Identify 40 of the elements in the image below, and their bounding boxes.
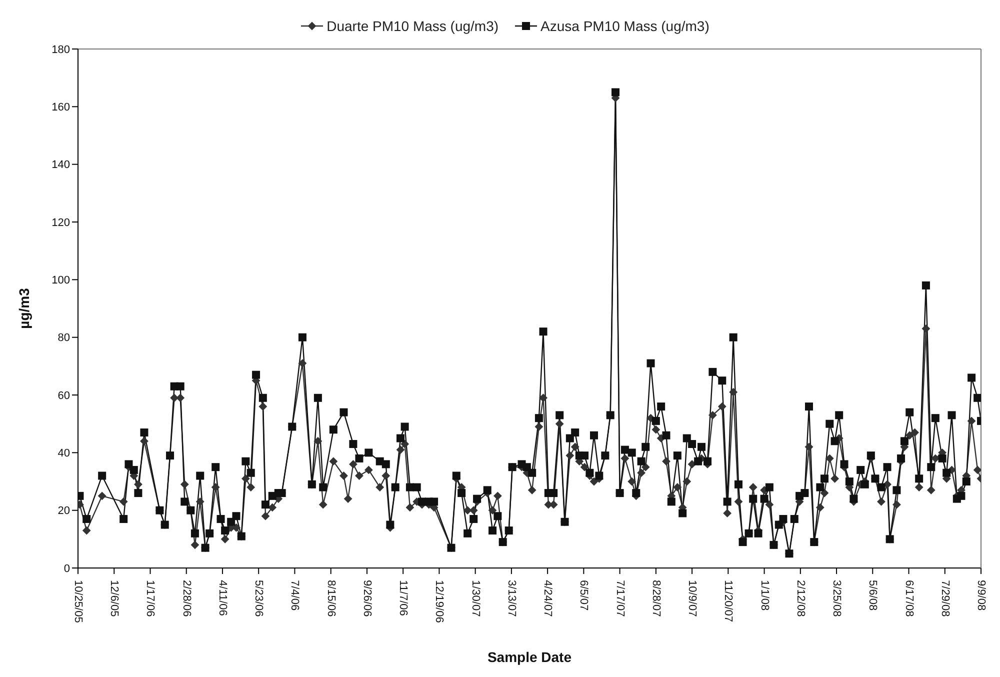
x-tick-label: 11/7/06 xyxy=(397,580,410,616)
x-tick-label: 7/17/07 xyxy=(614,580,626,617)
x-tick-label: 5/6/08 xyxy=(866,580,879,611)
x-tick-label: 8/15/06 xyxy=(324,580,337,617)
x-tick-label: 2/28/06 xyxy=(180,580,192,617)
y-tick-label: 0 xyxy=(64,562,70,575)
x-tick-label: 12/6/05 xyxy=(108,580,120,617)
x-tick-label: 10/9/07 xyxy=(686,580,698,617)
x-tick-label: 1/1/08 xyxy=(758,580,770,611)
x-tick-label: 3/25/08 xyxy=(830,580,843,617)
y-tick-label: 40 xyxy=(58,448,70,460)
x-tick-label: 9/9/08 xyxy=(975,580,987,611)
x-tick-label: 9/26/06 xyxy=(360,580,373,617)
y-tick-label: 120 xyxy=(52,216,70,229)
x-tick-label: 11/20/07 xyxy=(722,580,734,622)
x-tick-label: 3/13/07 xyxy=(505,580,518,617)
x-tick-label: 2/12/08 xyxy=(794,580,806,617)
y-tick-label: 60 xyxy=(58,390,70,402)
x-tick-label: 12/19/06 xyxy=(433,580,446,623)
x-tick-label: 5/23/06 xyxy=(252,580,265,617)
x-tick-label: 4/24/07 xyxy=(542,580,554,617)
x-tick-label: 8/28/07 xyxy=(650,580,662,617)
y-axis-title: µg/m3 xyxy=(16,288,32,329)
x-axis-title: Sample Date xyxy=(487,649,572,665)
y-tick-label: 80 xyxy=(58,332,70,344)
y-tick-label: 20 xyxy=(58,505,70,518)
x-tick-label: 6/5/07 xyxy=(578,580,590,611)
x-tick-label: 6/17/08 xyxy=(902,580,915,617)
x-tick-label: 1/17/06 xyxy=(144,580,156,617)
legend-label: Azusa PM10 Mass (ug/m3) xyxy=(540,18,710,34)
y-tick-label: 160 xyxy=(52,102,70,114)
y-tick-label: 100 xyxy=(52,274,70,287)
x-tick-label: 1/30/07 xyxy=(469,580,482,617)
x-tick-label: 7/4/06 xyxy=(288,580,301,611)
legend-label: Duarte PM10 Mass (ug/m3) xyxy=(326,18,499,34)
x-tick-label: 7/29/08 xyxy=(938,580,951,617)
x-tick-label: 4/11/06 xyxy=(216,580,228,616)
y-tick-label: 140 xyxy=(52,159,70,172)
y-tick-label: 180 xyxy=(52,44,70,56)
x-tick-label: 10/25/05 xyxy=(72,580,84,623)
